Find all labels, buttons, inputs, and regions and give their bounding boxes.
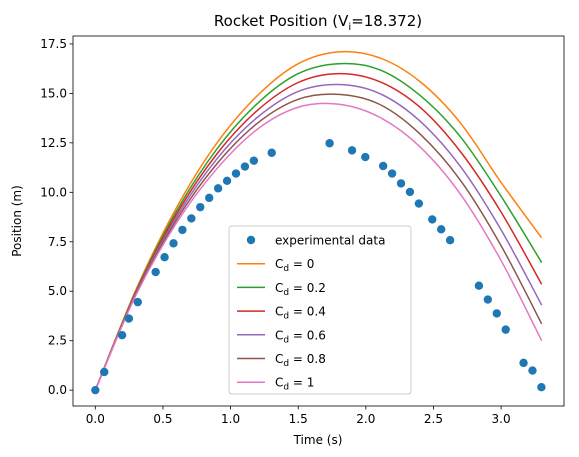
legend: experimental data Cd = 0 Cd = 0.2 Cd = 0.4 C…	[228, 225, 412, 395]
experimental-point-34	[528, 366, 537, 375]
x-axis-ticks: 0.0 0.5 1.0 1.5 2.0 2.5 3.0	[86, 406, 511, 426]
experimental-point-4	[133, 297, 142, 307]
experimental-point-24	[405, 187, 415, 197]
y-axis-ticks: 0.0 2.5 5.0 7.5 10.0 12.5 15.0 17.5	[40, 37, 73, 397]
experimental-point-3	[124, 314, 134, 323]
experimental-point-12	[213, 184, 223, 193]
x-tick-label: 0.0	[86, 412, 105, 426]
y-tick-label: 0.0	[48, 383, 67, 397]
legend-marker-experimental	[246, 235, 256, 245]
experimental-point-2	[117, 330, 127, 340]
experimental-point-15	[240, 162, 250, 171]
experimental-point-17	[267, 148, 276, 157]
legend-label-5: Cd = 1	[275, 376, 314, 393]
y-tick-label: 5.0	[48, 284, 67, 298]
y-tick-label: 7.5	[48, 235, 67, 249]
x-axis-label: Time (s)	[293, 433, 343, 447]
experimental-point-10	[196, 202, 205, 212]
experimental-point-16	[249, 156, 259, 165]
series-line-5	[94, 102, 543, 391]
experimental-point-19	[347, 146, 357, 155]
x-tick-label: 3.0	[492, 412, 511, 426]
experimental-point-30	[483, 295, 493, 304]
experimental-point-9	[187, 214, 196, 223]
series-line-3	[94, 83, 543, 391]
experimental-point-26	[428, 215, 437, 224]
x-tick-label: 2.5	[424, 412, 443, 426]
y-tick-label: 15.0	[40, 86, 67, 100]
series-line-0	[94, 50, 543, 391]
experimental-point-20	[361, 152, 370, 162]
chart-title-subscript: i	[348, 22, 351, 33]
legend-label-experimental: experimental data	[275, 234, 385, 248]
legend-frame	[228, 225, 412, 395]
y-tick-label: 10.0	[40, 185, 67, 199]
experimental-point-27	[436, 225, 446, 234]
x-tick-label: 2.0	[356, 412, 375, 426]
experimental-point-14	[231, 169, 241, 178]
experimental-point-29	[474, 281, 484, 290]
experimental-point-6	[160, 253, 169, 262]
legend-label-4: Cd = 0.8	[275, 352, 326, 369]
chart-title: Rocket Position (Vi=18.372)	[214, 12, 422, 33]
experimental-point-23	[396, 179, 406, 188]
experimental-point-35	[537, 383, 546, 392]
experimental-point-8	[178, 225, 187, 235]
y-tick-label: 2.5	[48, 334, 67, 348]
plot-frame	[72, 35, 565, 407]
experimental-point-0	[91, 385, 100, 395]
experimental-point-28	[445, 235, 455, 245]
experimental-point-5	[151, 267, 160, 277]
y-axis-label: Position (m)	[10, 185, 24, 257]
x-tick-label: 0.5	[153, 412, 172, 426]
experimental-point-25	[414, 199, 424, 208]
experimental-point-22	[387, 169, 397, 178]
experimental-point-7	[169, 239, 178, 248]
chart-title-prefix: Rocket Position (V	[214, 12, 349, 30]
plot-area	[72, 35, 565, 407]
y-tick-label: 12.5	[40, 136, 67, 150]
series-line-1	[94, 62, 543, 391]
experimental-point-31	[492, 309, 501, 318]
experimental-point-1	[100, 367, 109, 377]
legend-label-0: Cd = 0	[275, 257, 314, 274]
experimental-point-11	[205, 193, 214, 203]
series-line-2	[94, 72, 543, 391]
experimental-point-21	[378, 161, 388, 171]
x-tick-label: 1.5	[289, 412, 308, 426]
y-tick-label: 17.5	[40, 37, 67, 51]
legend-label-3: Cd = 0.6	[275, 328, 326, 345]
experimental-point-33	[519, 358, 528, 368]
experimental-point-18	[325, 139, 334, 148]
legend-label-1: Cd = 0.2	[275, 281, 326, 298]
chart-title-suffix: =18.372)	[351, 12, 422, 30]
experimental-point-32	[501, 325, 510, 334]
legend-label-2: Cd = 0.4	[275, 305, 326, 322]
experimental-point-13	[222, 176, 232, 186]
x-tick-label: 1.0	[221, 412, 240, 426]
series-line-4	[94, 93, 543, 391]
